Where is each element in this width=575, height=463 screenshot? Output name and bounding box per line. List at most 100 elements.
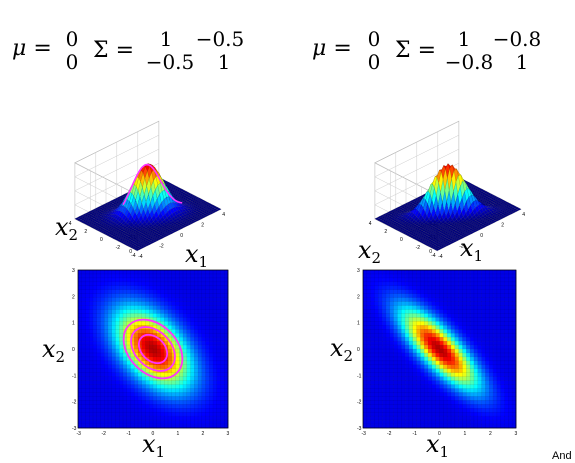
left-mu-0: 0: [65, 27, 79, 51]
left-contour-highlight-ring: [137, 333, 169, 365]
right-surface-x1tick: 4: [522, 212, 525, 218]
right-sigma-symbol: Σ: [395, 38, 411, 63]
right-contour-ytick: 3: [357, 268, 360, 274]
left-surface-x1tick: -2: [159, 243, 164, 249]
left-surface-x2tick: 0: [100, 237, 103, 243]
right-sigma-equals: =: [417, 38, 436, 63]
left-sigma-11: 1: [217, 50, 231, 74]
left-surface-x2tick: -2: [116, 245, 121, 251]
right-sigma-00: 1: [457, 27, 471, 51]
left-sigma-symbol: Σ: [93, 38, 109, 63]
left-contour-ytick: 3: [72, 268, 75, 274]
right-contour-ytick: -2: [357, 400, 362, 406]
left-surface-x2tick: 2: [84, 229, 87, 235]
right-surface-x2-label: x2: [358, 236, 382, 267]
right-surface-ztick: 0: [429, 249, 432, 255]
left-contour-ytick: -3: [72, 426, 77, 432]
right-contour-cells: [363, 270, 517, 429]
right-contour-ytick: -3: [357, 426, 362, 432]
left-contour-ytick: 2: [72, 294, 75, 300]
left-mu-equals: =: [33, 36, 52, 61]
right-mu-0: 0: [367, 27, 381, 51]
right-mu-equals: =: [333, 36, 352, 61]
left-surface-x2tick: -4: [131, 253, 136, 259]
left-mu-symbol: μ: [12, 36, 27, 61]
left-contour-grid: [77, 269, 229, 429]
left-sigma-10: −0.5: [145, 50, 195, 74]
right-surface-x1tick: 0: [480, 233, 483, 239]
right-sigma-row-1: −0.8 1: [440, 51, 548, 74]
left-contour-ytick: -1: [72, 373, 77, 379]
left-surface-highlight-curve: [122, 163, 183, 206]
left-surface-x2tick: 4: [69, 221, 72, 227]
left-contour-xtick: -2: [102, 431, 107, 437]
right-mu-1: 0: [367, 50, 381, 74]
right-contour-grid: [362, 269, 517, 429]
right-surface-x1tick: -4: [438, 254, 443, 260]
left-contour-ytick: -2: [72, 400, 77, 406]
left-contour-x2-label: x2: [42, 335, 66, 366]
right-contour-plot: -3 -2 -1 0 1 2 3 3 2 1 0 -1 -2 -3: [357, 268, 518, 437]
right-sigma-10: −0.8: [444, 50, 494, 74]
left-mu-1: 0: [65, 50, 79, 74]
left-contour-highlight-ring: [130, 326, 176, 372]
left-contour-cells: [78, 270, 229, 429]
right-contour-ytick: 1: [357, 321, 360, 327]
left-surface-x2-label: x2: [55, 213, 79, 244]
left-contour-frame: [77, 269, 229, 429]
right-contour-frame: [362, 269, 517, 429]
left-sigma-01: −0.5: [195, 27, 245, 51]
right-contour-x2-label: x2: [330, 334, 354, 365]
right-sigma-11: 1: [515, 50, 529, 74]
left-contour-xtick: 1: [177, 431, 180, 437]
right-surface-x2tick: 0: [400, 237, 403, 243]
right-sigma: Σ =: [395, 40, 436, 62]
right-surface-x1-label: x1: [460, 234, 484, 265]
right-surface-x2tick: -2: [416, 245, 421, 251]
left-surface-x1tick: -4: [138, 254, 143, 260]
left-surface-x1tick: 4: [222, 212, 225, 218]
right-equation: μ =: [312, 38, 352, 60]
left-contour-xtick: 3: [227, 431, 230, 437]
left-sigma-row-1: −0.5 1: [140, 51, 252, 74]
right-sigma-row-0: 1 −0.8: [440, 28, 548, 51]
right-mu-symbol: μ: [312, 36, 327, 61]
left-contour-xtick: 2: [202, 431, 205, 437]
right-contour-ytick: 0: [357, 347, 360, 353]
right-contour-xtick: 0: [438, 431, 441, 437]
left-contour-xtick: -1: [127, 431, 132, 437]
left-contour-x1-label: x1: [142, 430, 166, 461]
left-sigma-00: 1: [159, 27, 173, 51]
right-contour-xtick: 2: [489, 431, 492, 437]
left-equation: μ =: [12, 38, 52, 60]
right-surface-x2tick: -4: [431, 253, 436, 259]
left-contour-xtick: -3: [77, 431, 82, 437]
right-contour-ytick: -1: [357, 373, 362, 379]
right-sigma-01: −0.8: [492, 27, 542, 51]
left-sigma-equals: =: [115, 38, 134, 63]
right-contour-xtick: -3: [362, 431, 367, 437]
right-surface-mesh: [374, 163, 522, 251]
left-sigma-row-0: 1 −0.5: [140, 28, 252, 51]
left-surface-x1-label: x1: [185, 240, 209, 271]
left-contour-plot: -3 -2 -1 0 1 2 3 3 2 1 0 -1 -2 -3: [72, 268, 230, 437]
left-sigma: Σ =: [93, 40, 134, 62]
left-surface-x1tick: 0: [180, 233, 183, 239]
caption-and: And: [552, 450, 572, 462]
right-contour-xtick: -1: [413, 431, 418, 437]
left-contour-ytick: 0: [72, 347, 75, 353]
left-surface-ztick: 0: [129, 249, 132, 255]
right-contour-xtick: 1: [464, 431, 467, 437]
right-mu-vector: 0 0: [364, 28, 384, 74]
right-surface-x1tick: 2: [501, 223, 504, 229]
right-surface-x1tick: -2: [459, 243, 464, 249]
right-contour-xtick: -2: [387, 431, 392, 437]
right-surface-x2tick: 4: [369, 221, 372, 227]
left-surface-x1tick: 2: [201, 223, 204, 229]
left-mu-vector: 0 0: [62, 28, 82, 74]
right-contour-xtick: 3: [515, 431, 518, 437]
left-contour-highlight-ring: [122, 318, 184, 380]
left-contour-ytick: 1: [72, 321, 75, 327]
